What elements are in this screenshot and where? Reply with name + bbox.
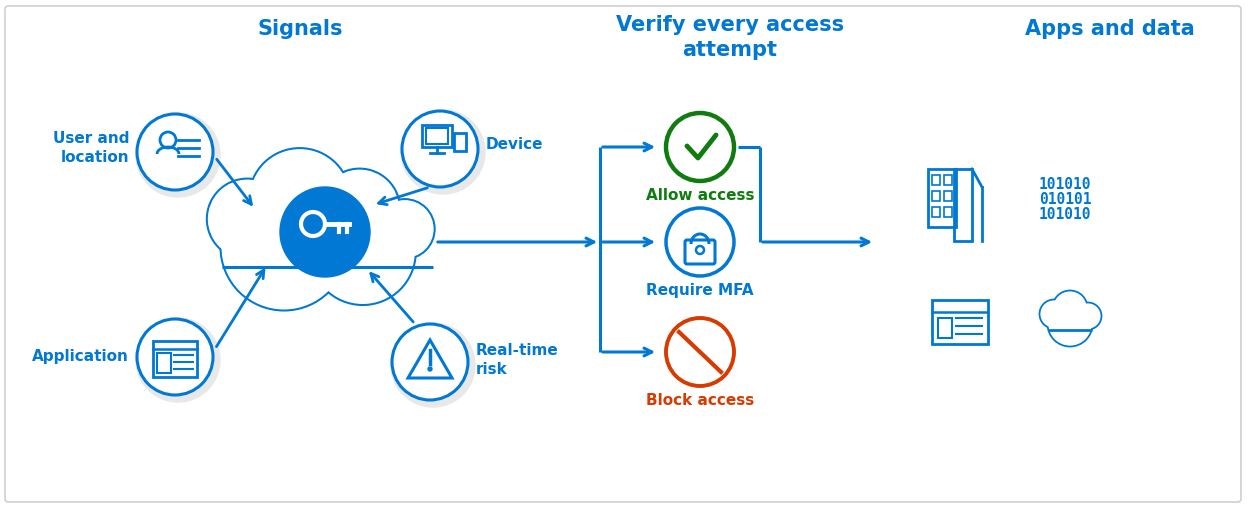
Text: 101010: 101010 [1038,176,1091,192]
Circle shape [1076,304,1099,328]
Circle shape [250,149,351,249]
Text: User and
location: User and location [52,131,129,165]
Bar [422,125,452,147]
Text: Device: Device [485,136,543,152]
Circle shape [392,324,468,400]
Text: Require MFA: Require MFA [646,283,754,298]
Circle shape [666,208,734,276]
Text: Verify every access
attempt: Verify every access attempt [617,15,844,60]
Bar [157,353,171,373]
Circle shape [377,201,433,257]
Circle shape [402,111,478,187]
Text: Application: Application [32,349,129,365]
Circle shape [312,201,414,303]
Circle shape [280,187,369,277]
Circle shape [208,180,286,258]
Circle shape [321,170,398,248]
Bar [426,128,448,144]
Circle shape [666,113,734,181]
Circle shape [307,218,319,230]
Circle shape [137,114,213,190]
Circle shape [1048,302,1092,346]
Bar [454,133,466,151]
Bar [943,175,952,185]
Circle shape [137,319,213,395]
Circle shape [207,179,287,259]
Text: Allow access: Allow access [645,188,754,203]
Bar [218,244,439,279]
Text: Block access: Block access [646,393,754,408]
Text: 101010: 101010 [1038,206,1091,222]
Circle shape [1050,303,1091,345]
Bar [932,175,940,185]
Bar [929,169,956,227]
Circle shape [1041,301,1067,327]
Bar [154,341,197,377]
Text: Signals: Signals [257,19,343,39]
Circle shape [376,200,434,259]
Circle shape [222,185,346,309]
Circle shape [1055,292,1086,324]
Bar [943,207,952,217]
Bar [932,300,988,344]
Circle shape [319,169,399,249]
Circle shape [1053,291,1087,325]
Bar [943,191,952,201]
Circle shape [251,150,349,248]
Circle shape [136,318,220,402]
Circle shape [666,318,734,386]
Bar [953,169,972,241]
Text: 010101: 010101 [1038,192,1091,206]
Circle shape [311,199,416,305]
Text: Apps and data: Apps and data [1025,19,1194,39]
Circle shape [1040,300,1068,328]
Circle shape [428,367,432,371]
Bar [932,191,940,201]
Bar [932,207,940,217]
Circle shape [401,110,485,194]
Circle shape [1075,303,1101,329]
Circle shape [136,113,220,197]
Bar [1046,324,1094,338]
Text: Real-time
risk: Real-time risk [475,343,559,377]
Bar [938,318,952,338]
Circle shape [221,184,347,310]
Circle shape [391,323,475,407]
FancyBboxPatch shape [5,6,1241,502]
